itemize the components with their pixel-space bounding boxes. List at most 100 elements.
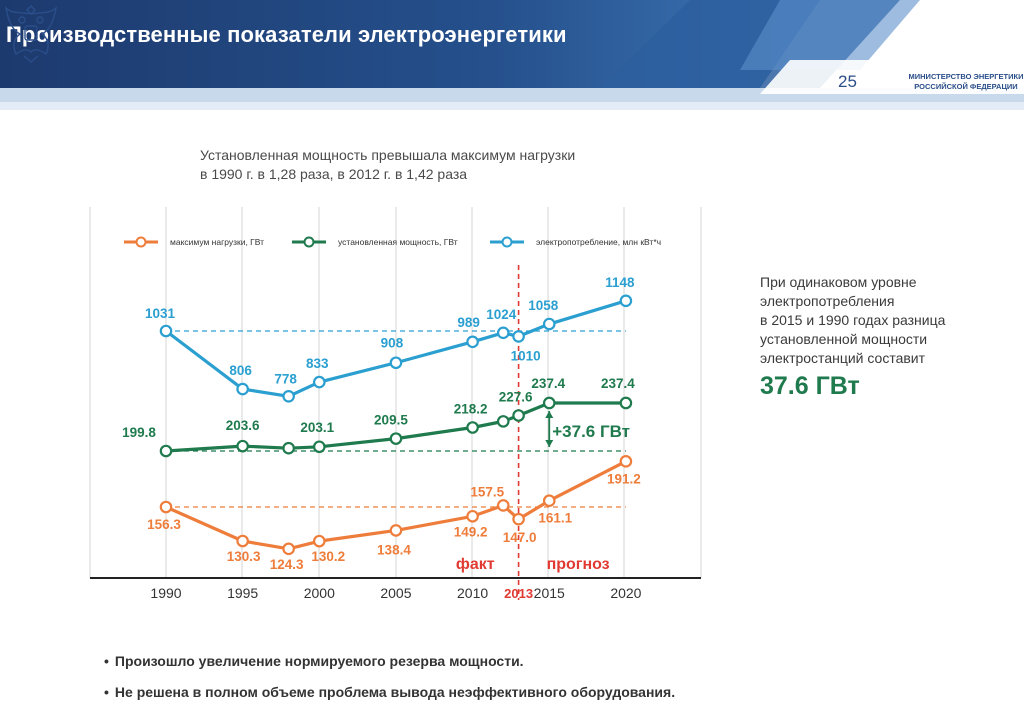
data-point xyxy=(512,512,525,526)
difference-arrow-head xyxy=(545,410,554,418)
difference-label: +37.6 ГВт xyxy=(552,422,630,441)
x-tick-label: 1990 xyxy=(150,585,181,601)
data-point xyxy=(312,440,326,454)
data-label: 149.2 xyxy=(454,524,488,539)
data-label: 1031 xyxy=(145,306,176,321)
bullet-item: Произошло увеличение нормируемого резерв… xyxy=(104,652,675,671)
side-note-line4: установленной мощности xyxy=(760,331,928,347)
ministry-name-line1: МИНИСТЕРСТВО ЭНЕРГЕТИКИ xyxy=(908,72,1024,81)
page-number: 25 xyxy=(838,72,857,91)
data-label: 908 xyxy=(381,336,404,351)
side-note-value: 37.6 ГВт xyxy=(760,372,860,400)
data-point xyxy=(542,317,556,331)
legend-label: максимум нагрузки, ГВт xyxy=(170,237,264,247)
side-note-line5: электростанций составит xyxy=(760,350,926,366)
data-label: 147.0 xyxy=(503,530,537,545)
data-label: 806 xyxy=(229,363,252,378)
x-tick-label: 2010 xyxy=(457,585,488,601)
legend-marker xyxy=(501,236,513,248)
data-point xyxy=(159,444,173,458)
data-point xyxy=(496,326,510,340)
page-title: Производственные показатели электроэнерг… xyxy=(6,22,567,47)
ministry-name: МИНИСТЕРСТВО ЭНЕРГЕТИКИ РОССИЙСКОЙ ФЕДЕР… xyxy=(906,72,1024,92)
data-point xyxy=(236,382,249,396)
data-point xyxy=(512,409,525,422)
data-label: 1058 xyxy=(528,298,559,313)
data-point xyxy=(389,432,403,445)
legend-marker xyxy=(303,236,315,248)
header-banner: Производственные показатели электроэнерг… xyxy=(0,0,1024,122)
data-label: 227.6 xyxy=(499,389,533,404)
data-point xyxy=(282,389,295,403)
data-point xyxy=(282,542,295,556)
subtitle-line2: в 1990 г. в 1,28 раза, в 2012 г. в 1,42 … xyxy=(200,166,468,182)
data-label: 191.2 xyxy=(607,471,641,486)
data-point xyxy=(619,455,633,468)
side-note-line3: в 2015 и 1990 годах разница xyxy=(760,312,946,328)
data-point xyxy=(389,524,403,537)
data-point xyxy=(466,509,479,523)
bullet-item: Не решена в полном объеме проблема вывод… xyxy=(104,683,675,702)
side-note-line1: При одинаковом уровне xyxy=(760,274,917,290)
data-label: 199.8 xyxy=(122,425,156,440)
data-point xyxy=(512,330,525,343)
data-point xyxy=(496,499,510,512)
data-label: 130.3 xyxy=(227,549,261,564)
data-label: 161.1 xyxy=(538,511,572,526)
x-tick-label: 2020 xyxy=(610,585,641,601)
fact-label: факт xyxy=(456,556,495,573)
data-label: 833 xyxy=(306,356,329,371)
data-point xyxy=(389,356,403,370)
x-tick-label: 2000 xyxy=(304,585,335,601)
data-point xyxy=(236,534,249,548)
data-label: 156.3 xyxy=(147,517,181,532)
data-label: 778 xyxy=(274,371,297,386)
data-point xyxy=(619,294,633,308)
data-label: 203.6 xyxy=(226,418,260,433)
data-point xyxy=(619,396,633,410)
data-label: 130.2 xyxy=(311,549,345,564)
data-label: 1010 xyxy=(511,348,541,363)
data-label: 218.2 xyxy=(454,402,488,417)
ministry-name-line2: РОССИЙСКОЙ ФЕДЕРАЦИИ xyxy=(914,82,1018,91)
forecast-label: прогноз xyxy=(547,556,610,573)
data-label: 237.4 xyxy=(601,376,635,391)
legend-label: установленная мощность, ГВт xyxy=(338,237,458,247)
data-label: 237.4 xyxy=(531,376,565,391)
side-note-line2: электропотребления xyxy=(760,293,895,309)
data-point xyxy=(282,441,295,455)
x-tick-label: 2005 xyxy=(380,585,411,601)
x-tick-label: 2015 xyxy=(534,585,565,601)
subtitle-line1: Установленная мощность превышала максиму… xyxy=(200,147,576,163)
chart-subtitle: Установленная мощность превышала максиму… xyxy=(200,146,575,184)
bullet-list: Произошло увеличение нормируемого резерв… xyxy=(104,652,675,714)
data-label: 203.1 xyxy=(300,420,334,435)
data-point xyxy=(159,500,173,514)
data-label: 1024 xyxy=(486,307,517,322)
series-line xyxy=(165,459,627,551)
data-point xyxy=(159,324,173,338)
data-label: 989 xyxy=(457,315,480,330)
x-tick-label: 1995 xyxy=(227,585,258,601)
series-line xyxy=(165,401,626,453)
header-background xyxy=(0,0,1024,122)
data-point xyxy=(312,534,326,548)
data-point xyxy=(312,375,326,389)
side-note: При одинаковом уровне электропотребления… xyxy=(760,273,945,368)
difference-arrow-head xyxy=(545,440,554,447)
data-label: 209.5 xyxy=(374,413,408,428)
series-line xyxy=(165,299,627,398)
data-label: 157.5 xyxy=(470,484,504,499)
data-point xyxy=(236,439,249,453)
legend-marker xyxy=(135,236,147,248)
data-point xyxy=(542,494,556,508)
data-label: 138.4 xyxy=(377,542,411,557)
data-label: 1148 xyxy=(605,275,635,290)
legend-label: электропотребление, млн кВт*ч xyxy=(536,237,661,247)
data-point xyxy=(466,335,479,349)
data-point xyxy=(466,421,479,434)
coat-of-arms-emblem xyxy=(4,5,58,63)
data-point xyxy=(542,396,556,410)
data-point xyxy=(496,415,510,428)
